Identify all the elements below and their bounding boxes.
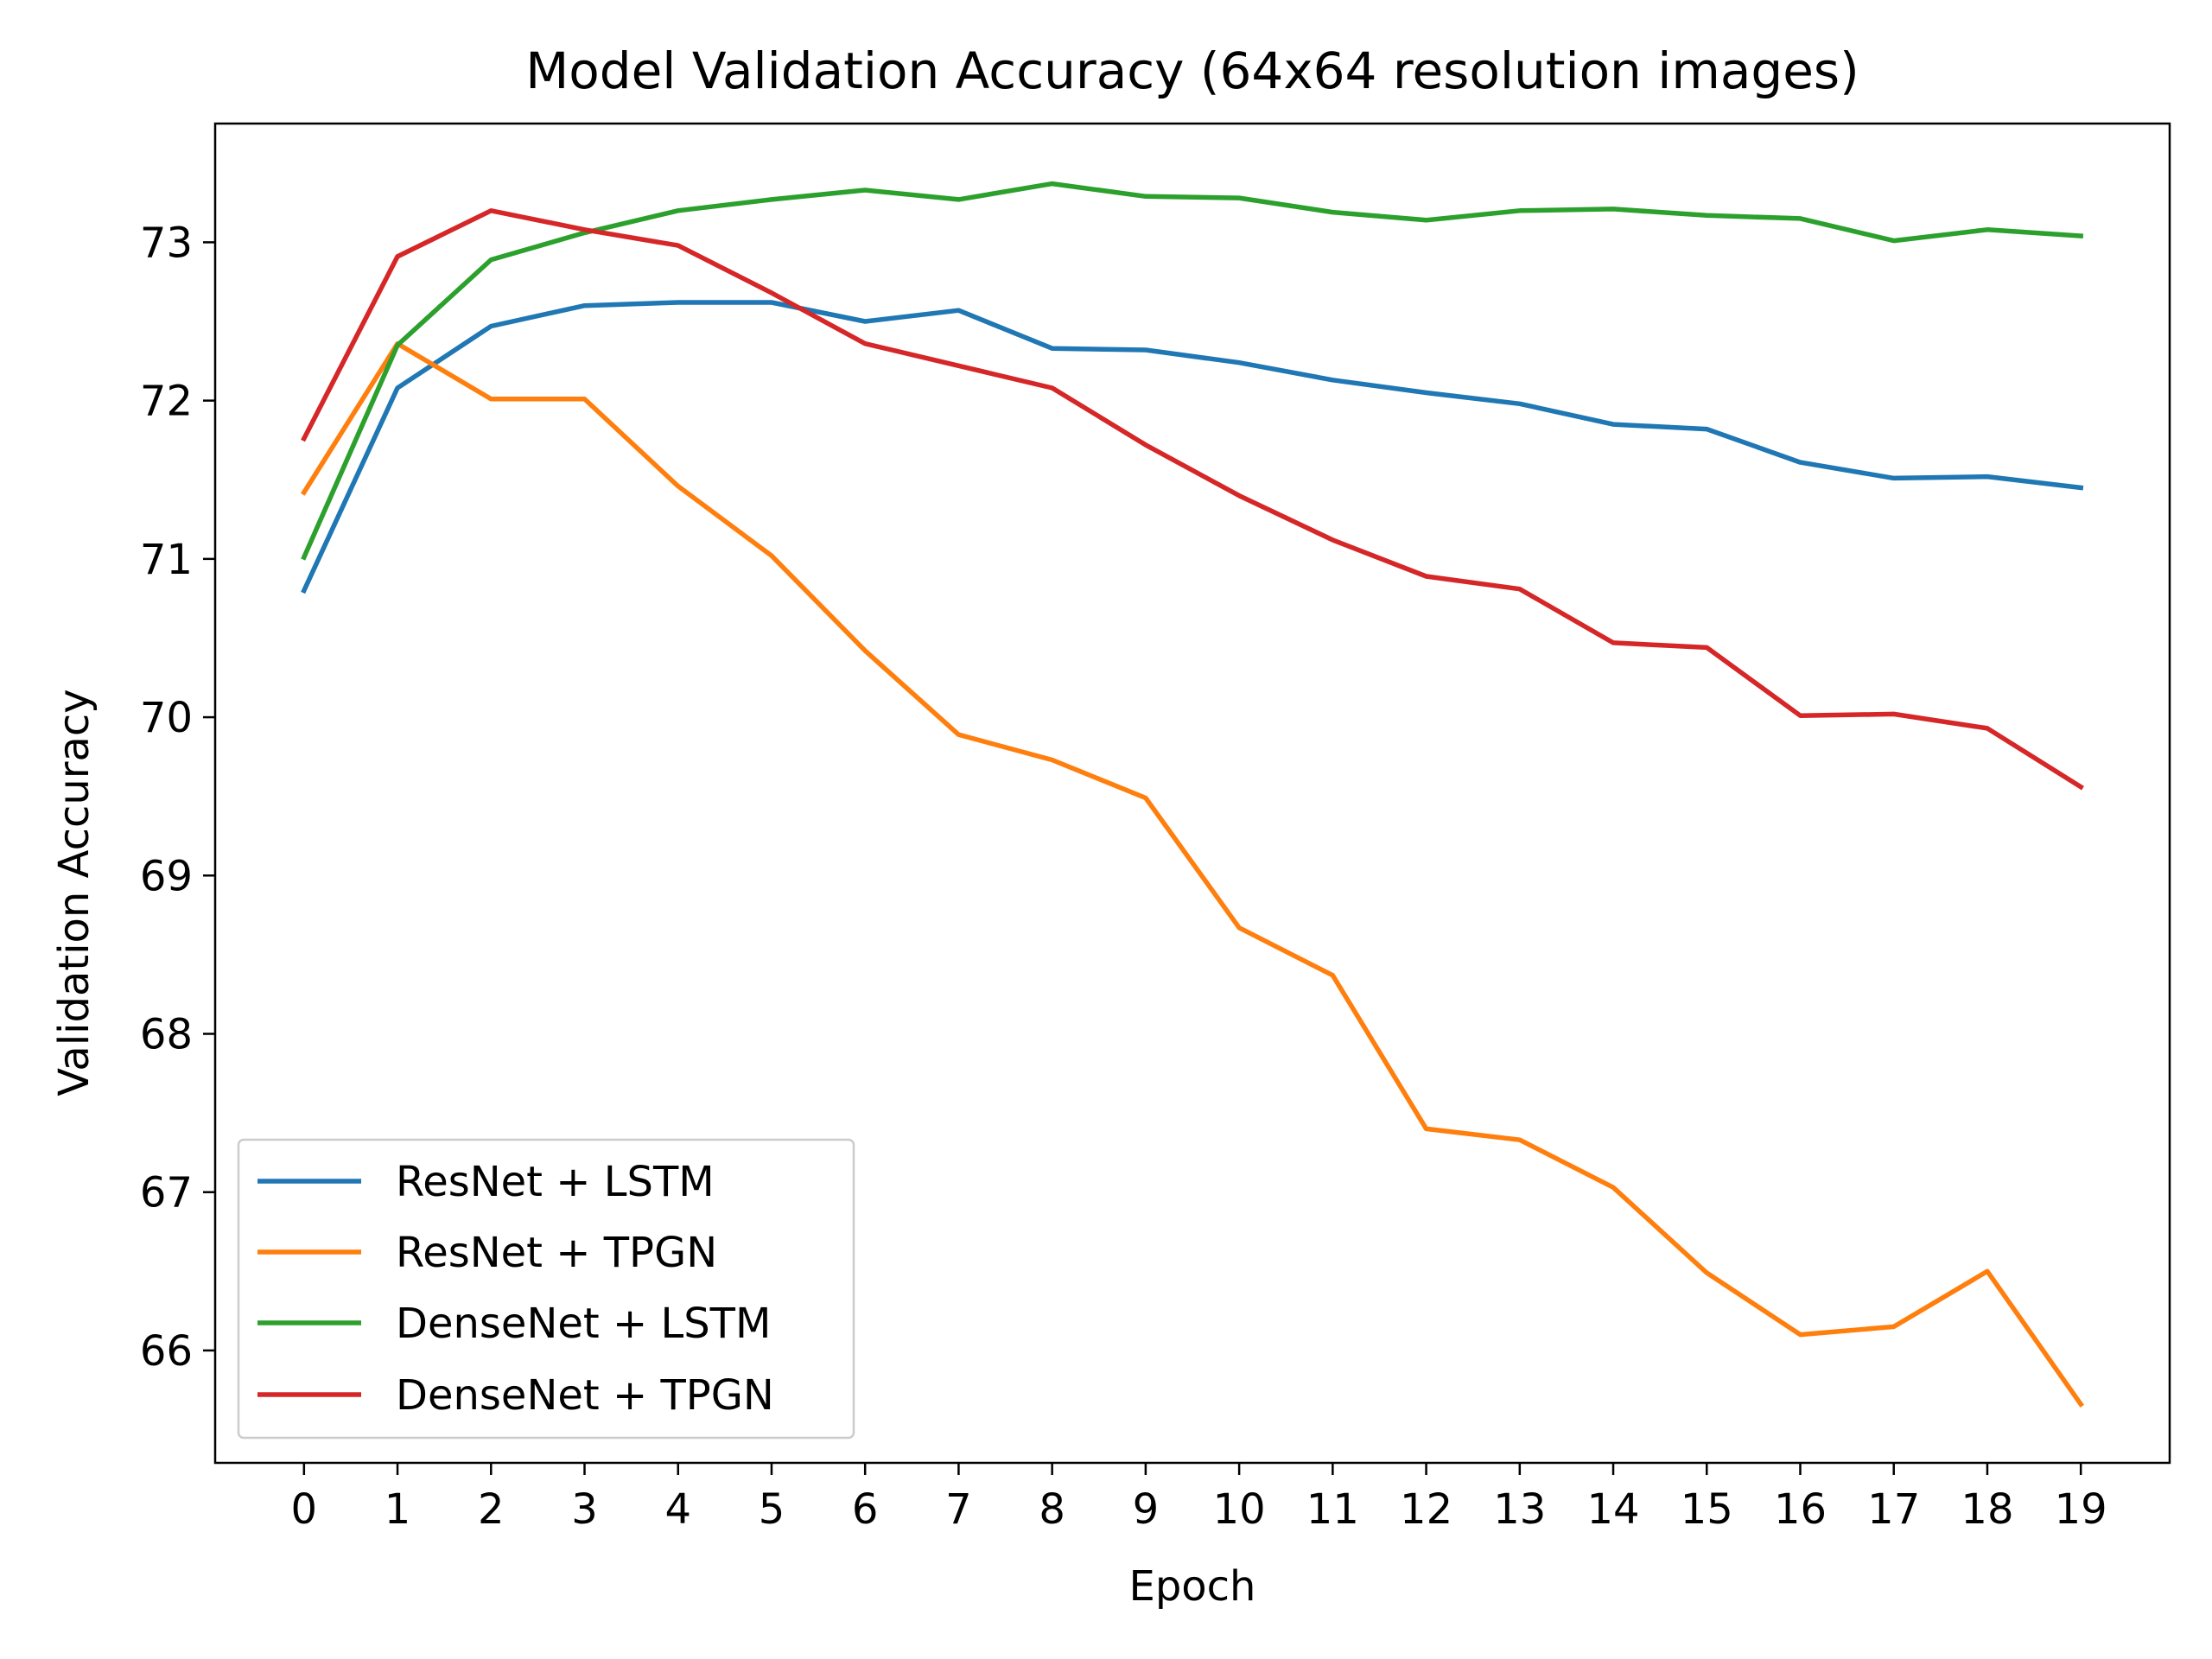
legend-label-0: ResNet + LSTM (396, 1158, 715, 1206)
legend-label-2: DenseNet + LSTM (396, 1300, 771, 1348)
x-tick-label: 18 (1961, 1485, 2013, 1534)
x-tick-label: 1 (385, 1485, 411, 1534)
chart-title: Model Validation Accuracy (64x64 resolut… (525, 41, 1859, 100)
x-axis-label: Epoch (1129, 1562, 1256, 1611)
y-tick-label: 73 (140, 219, 193, 267)
x-tick-label: 5 (759, 1485, 785, 1534)
series-layer (301, 181, 2085, 1408)
x-tick-label: 3 (571, 1485, 598, 1534)
legend: ResNet + LSTM ResNet + TPGN DenseNet + LST… (237, 1138, 855, 1440)
x-axis-ticks: 0 1 2 3 4 5 6 7 8 9 10 11 12 13 14 15 16 17 18 19 (291, 1463, 2107, 1534)
y-tick-label: 72 (140, 378, 193, 426)
x-tick-label: 4 (664, 1485, 691, 1534)
y-tick-label: 68 (140, 1010, 193, 1058)
series-line-3 (301, 208, 2084, 791)
x-tick-label: 14 (1586, 1485, 1639, 1534)
x-tick-label: 15 (1681, 1485, 1733, 1534)
series-line-1 (301, 340, 2085, 1408)
y-tick-label: 66 (140, 1327, 193, 1376)
y-tick-label: 69 (140, 852, 193, 900)
x-tick-label: 8 (1039, 1485, 1065, 1534)
x-tick-label: 10 (1213, 1485, 1266, 1534)
x-tick-label: 19 (2055, 1485, 2107, 1534)
y-tick-label: 67 (140, 1169, 193, 1217)
x-tick-label: 6 (852, 1485, 879, 1534)
x-tick-label: 12 (1400, 1485, 1452, 1534)
series-line-0 (301, 300, 2084, 594)
x-tick-label: 13 (1493, 1485, 1546, 1534)
x-tick-label: 11 (1306, 1485, 1359, 1534)
x-tick-label: 2 (478, 1485, 505, 1534)
series-line-2 (301, 181, 2084, 561)
y-tick-label: 70 (140, 694, 193, 742)
y-tick-label: 71 (140, 536, 193, 584)
x-tick-label: 7 (945, 1485, 972, 1534)
x-tick-label: 17 (1867, 1485, 1920, 1534)
legend-label-1: ResNet + TPGN (396, 1229, 717, 1277)
x-tick-label: 0 (291, 1485, 318, 1534)
y-axis-label: Validation Accuracy (50, 689, 99, 1096)
y-axis-ticks: 66 67 68 69 70 71 72 73 (140, 219, 215, 1376)
legend-box (237, 1138, 855, 1440)
legend-label-3: DenseNet + TPGN (396, 1371, 774, 1420)
x-tick-label: 16 (1774, 1485, 1827, 1534)
plot-area-frame (213, 122, 2171, 1465)
x-tick-label: 9 (1133, 1485, 1160, 1534)
